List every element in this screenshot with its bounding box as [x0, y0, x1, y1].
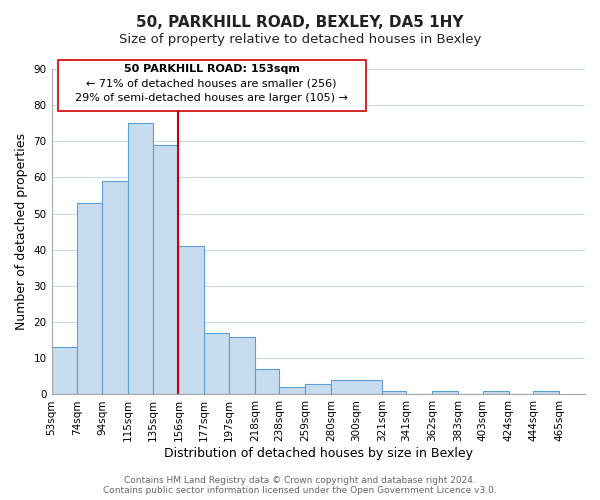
Bar [102, 181, 128, 394]
Text: 50, PARKHILL ROAD, BEXLEY, DA5 1HY: 50, PARKHILL ROAD, BEXLEY, DA5 1HY [136, 15, 464, 30]
Bar [432, 391, 458, 394]
Bar [152, 145, 178, 394]
Bar [382, 391, 406, 394]
Text: Contains public sector information licensed under the Open Government Licence v3: Contains public sector information licen… [103, 486, 497, 495]
Bar [128, 123, 152, 394]
Bar [178, 246, 205, 394]
FancyBboxPatch shape [58, 60, 366, 110]
Bar [255, 369, 280, 394]
Bar [205, 333, 229, 394]
Bar [533, 391, 559, 394]
Bar [77, 203, 102, 394]
X-axis label: Distribution of detached houses by size in Bexley: Distribution of detached houses by size … [164, 447, 473, 460]
Text: ← 71% of detached houses are smaller (256): ← 71% of detached houses are smaller (25… [86, 79, 337, 89]
Bar [280, 387, 305, 394]
Text: Size of property relative to detached houses in Bexley: Size of property relative to detached ho… [119, 32, 481, 46]
Bar [229, 336, 255, 394]
Y-axis label: Number of detached properties: Number of detached properties [15, 133, 28, 330]
Bar [305, 384, 331, 394]
Bar [483, 391, 509, 394]
Text: 29% of semi-detached houses are larger (105) →: 29% of semi-detached houses are larger (… [75, 92, 348, 102]
Text: 50 PARKHILL ROAD: 153sqm: 50 PARKHILL ROAD: 153sqm [124, 64, 299, 74]
Text: Contains HM Land Registry data © Crown copyright and database right 2024.: Contains HM Land Registry data © Crown c… [124, 476, 476, 485]
Bar [331, 380, 382, 394]
Bar [52, 348, 77, 395]
